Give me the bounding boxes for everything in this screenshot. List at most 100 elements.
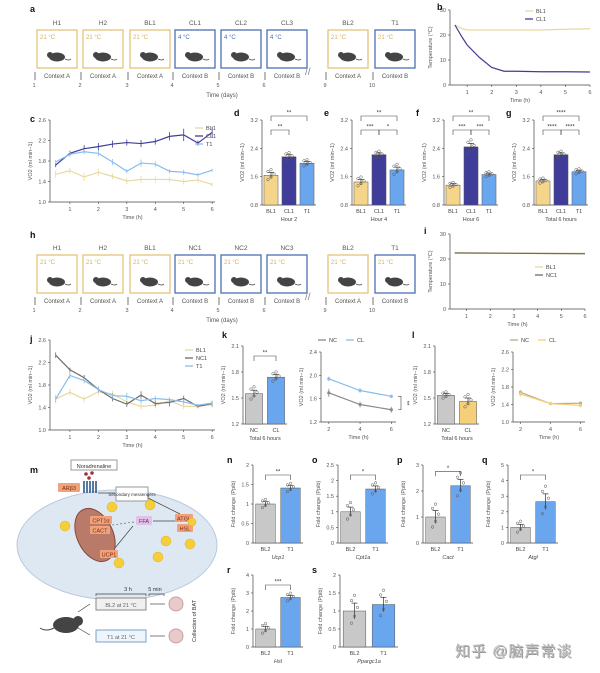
individual-point [543,484,548,488]
panel-label-r: r [227,565,231,575]
x-axis-label: Ppargc1a [357,659,381,665]
mouse-icon [233,277,249,287]
mouse-head [277,277,283,283]
y-tick-label: 2.2 [38,139,46,145]
session-temp: 21 °C [378,35,394,41]
individual-point [272,172,276,176]
chart-f: 0.8 1.6 2.4 3.2 VO2 (ml min−1) BL1 CL1 T1 Hour 6… [416,108,498,223]
individual-point [362,179,366,183]
individual-point [370,492,375,496]
individual-point [451,180,455,184]
individual-point [466,393,470,397]
x-tick-label: 2 [97,435,100,441]
individual-point [518,519,523,523]
individual-point [287,156,291,160]
individual-point [260,631,265,635]
duration-5min: 5 min [148,587,161,593]
individual-point [466,402,470,406]
x-tick-label: 4 [359,427,362,433]
bar-CL1 [281,156,297,206]
session-temp: 21 °C [378,260,394,266]
significance-label: *** [458,125,466,131]
individual-point [455,475,460,479]
y-tick-label: 1.2 [309,420,317,426]
x-tick-label: NC [442,428,450,434]
y-axis-label: Fold change (Ppib) [231,481,237,528]
individual-point [348,513,353,517]
series-line-BL1 [454,24,591,31]
panel-label-j: j [29,334,33,344]
x-tick-label: 5 [182,207,185,213]
session-temp: 21 °C [178,260,194,266]
significance-bracket [452,115,490,121]
individual-point [458,488,463,492]
y-tick-label: 2.6 [38,338,46,344]
arrow [114,525,134,549]
y-tick-label: 5 [501,463,504,469]
x-axis-label: Total 6 hours [249,436,281,442]
x-tick-label: 4 [539,90,542,96]
session-box [220,29,262,69]
data-point [358,402,362,407]
significance-bracket [542,129,562,135]
x-axis-label: Time (h) [507,322,527,328]
session-temp: 21 °C [40,35,56,41]
session-context: Context A [335,299,361,305]
x-tick-label: 2 [97,207,100,213]
x-tick-label: BL2 [261,651,271,657]
day-number: 3 [125,83,128,89]
y-axis-label: Temperature (°C) [428,26,434,68]
bar-T1 [280,597,301,648]
panel-label-q: q [482,455,488,465]
x-tick-label: 3 [125,207,128,213]
panel-label-o: o [312,455,318,465]
individual-point [436,512,441,516]
session-temp: 21 °C [331,35,347,41]
data-point [389,408,393,412]
individual-point [285,483,290,487]
y-tick-label: 1.4 [38,180,46,186]
session-box [266,254,308,294]
mouse-icon [387,277,403,287]
individual-point [433,519,438,523]
x-tick-label: CL1 [466,209,476,215]
x-axis-label: Hour 4 [371,217,388,223]
mouse-tail [39,627,55,631]
individual-point [430,506,435,510]
individual-point [577,167,581,171]
messengers-box [115,486,149,502]
significance-label: **** [565,125,575,131]
session-name: BL2 [342,20,354,27]
individual-point [285,490,290,494]
session-context: Context A [44,299,70,305]
individual-point [260,499,265,503]
individual-point [249,387,253,391]
individual-point [288,488,293,492]
y-tick-label: 0 [443,307,446,313]
individual-point [487,173,491,178]
legend-label: CL [549,338,556,344]
individual-point [377,154,381,158]
individual-point [515,530,520,534]
y-tick-label: 2.2 [38,361,46,367]
individual-point [541,180,545,184]
x-tick-label: CL [272,428,279,434]
y-axis-label: Fold change (Ppib) [318,588,324,635]
y-tick-label: 2.1 [423,344,431,350]
y-tick-label: 2.4 [432,146,440,152]
y-tick-label: 2.0 [309,373,317,379]
individual-point [463,395,467,399]
session-context: Context A [90,299,116,305]
individual-point [252,385,256,389]
significance-label: * [447,466,450,472]
individual-point [359,175,363,179]
condition-bl2-label: BL2 at 21 °C [105,603,136,609]
individual-point [562,152,566,156]
mouse-head [140,277,146,283]
mouse-tail [402,283,410,286]
y-axis-label: Fold change (Ppib) [316,481,322,528]
x-axis-label: Time (h) [122,215,142,221]
individual-point [392,172,396,176]
mouse-tail [110,283,118,286]
